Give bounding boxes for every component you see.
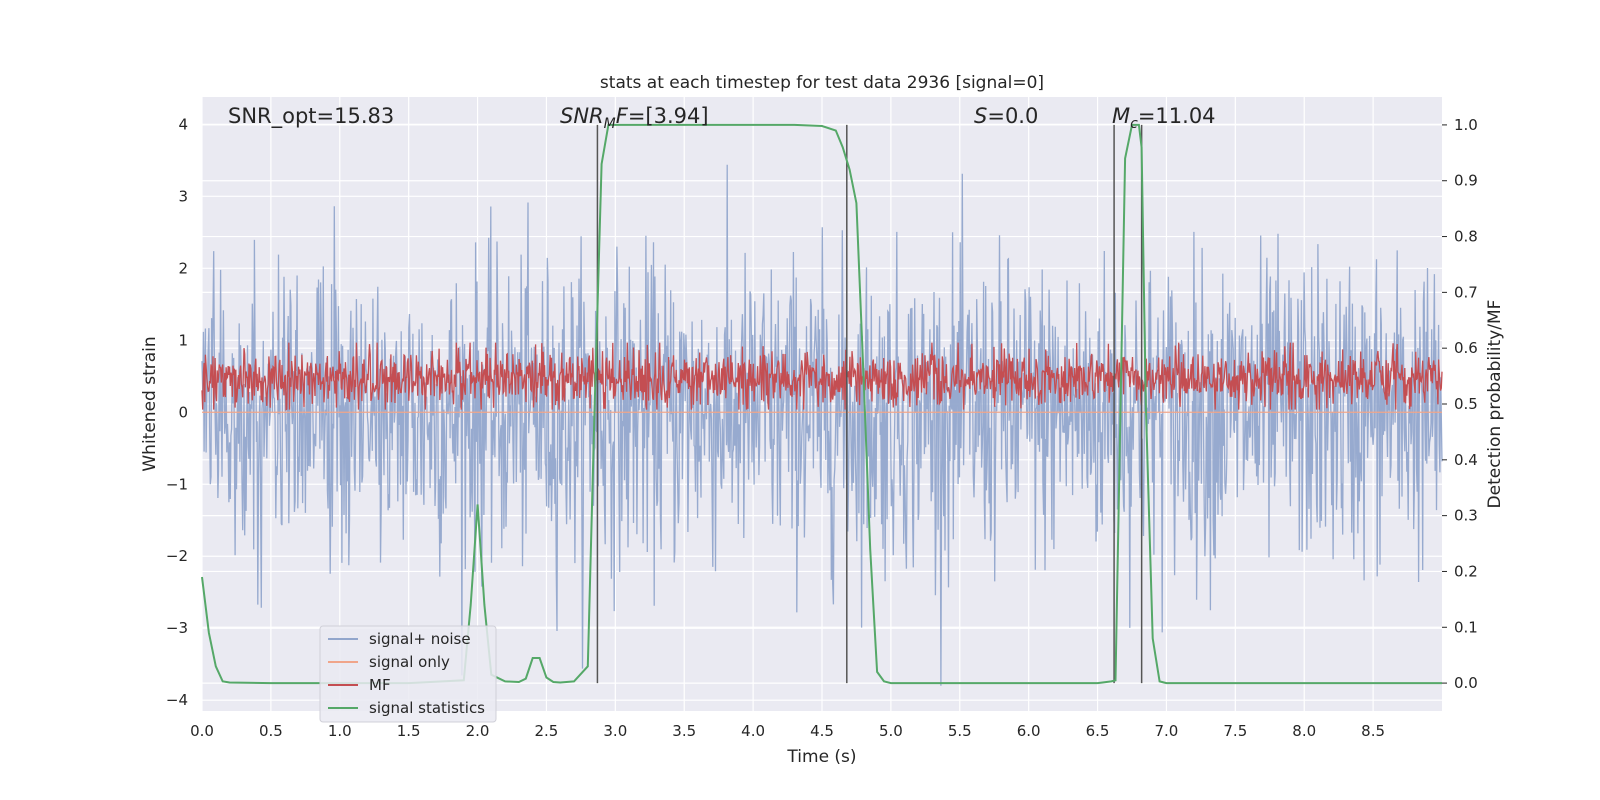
y-right-tick-label: 0.4 xyxy=(1454,451,1478,469)
x-tick-label: 3.5 xyxy=(672,722,696,740)
y-right-tick-label: 0.8 xyxy=(1454,228,1478,246)
x-tick-label: 4.5 xyxy=(810,722,834,740)
mf-line xyxy=(201,342,1443,411)
y-right-tick-label: 0.0 xyxy=(1454,674,1478,692)
x-tick-label: 1.5 xyxy=(397,722,421,740)
y-axis-ticks: 4 3 2 1 0 −1 −2 −3 −4 xyxy=(166,115,188,709)
x-tick-label: 8.0 xyxy=(1292,722,1316,740)
x-tick-label: 2.5 xyxy=(535,722,559,740)
annotation-s: S=0.0 xyxy=(974,104,1038,128)
x-tick-label: 4.0 xyxy=(741,722,765,740)
x-tick-label: 6.5 xyxy=(1086,722,1110,740)
chart-title: stats at each timestep for test data 293… xyxy=(600,73,1044,93)
x-tick-label: 0.5 xyxy=(259,722,283,740)
legend-box xyxy=(319,625,497,723)
y-tick-label: 2 xyxy=(178,259,188,277)
y-right-tick-label: 0.5 xyxy=(1454,395,1478,413)
y-right-axis-ticks: 1.0 0.9 0.8 0.7 0.6 0.5 0.4 0.3 0.2 0.1 0.0 xyxy=(1442,116,1478,692)
y-right-tick-label: 1.0 xyxy=(1454,116,1478,134)
x-tick-label: 2.0 xyxy=(466,722,490,740)
signal-noise-line xyxy=(201,164,1443,686)
x-tick-label: 3.0 xyxy=(603,722,627,740)
y-right-tick-label: 0.3 xyxy=(1454,507,1478,525)
x-tick-label: 7.5 xyxy=(1223,722,1247,740)
series-mf xyxy=(201,342,1443,411)
y-right-tick-label: 0.1 xyxy=(1454,618,1478,636)
y-right-tick-label: 0.9 xyxy=(1454,172,1478,190)
x-tick-label: 1.0 xyxy=(328,722,352,740)
y-tick-label: −2 xyxy=(166,547,188,565)
annotation-snr-opt: SNR_opt=15.83 xyxy=(228,104,394,129)
legend-label-signal-statistics: signal statistics xyxy=(369,699,485,717)
legend: signal+ noise signal only MF signal stat… xyxy=(319,625,497,723)
x-tick-label: 8.5 xyxy=(1361,722,1385,740)
x-axis-label: Time (s) xyxy=(786,747,856,767)
x-tick-label: 6.0 xyxy=(1017,722,1041,740)
legend-label-mf: MF xyxy=(369,676,391,694)
y-axis-label: Whitened strain xyxy=(140,336,160,471)
x-tick-label: 7.0 xyxy=(1155,722,1179,740)
y-right-tick-label: 0.7 xyxy=(1454,283,1478,301)
vertical-markers xyxy=(596,124,1143,684)
y-tick-label: 1 xyxy=(178,331,188,349)
x-tick-label: 5.5 xyxy=(948,722,972,740)
x-axis-ticks: 0.0 0.5 1.0 1.5 2.0 2.5 3.0 3.5 4.0 4.5 5.0 5.5 6.0 6… xyxy=(190,722,1385,740)
y-right-axis-label: Detection probability/MF xyxy=(1485,300,1505,509)
y-right-tick-label: 0.6 xyxy=(1454,339,1478,357)
series-signal-noise xyxy=(201,164,1443,686)
series-signal-statistics xyxy=(201,123,1442,685)
annotation-snr-mf: SNRMF=[3.94] xyxy=(560,104,709,132)
y-tick-label: 0 xyxy=(178,403,188,421)
y-tick-label: −4 xyxy=(166,691,188,709)
annotation-mc: Mc=11.04 xyxy=(1112,104,1216,132)
y-tick-label: 3 xyxy=(178,187,188,205)
x-tick-label: 0.0 xyxy=(190,722,214,740)
x-tick-label: 5.0 xyxy=(879,722,903,740)
legend-label-signal-noise: signal+ noise xyxy=(369,630,471,648)
legend-label-signal-only: signal only xyxy=(369,653,450,671)
y-right-tick-label: 0.2 xyxy=(1454,562,1478,580)
y-tick-label: −1 xyxy=(166,475,188,493)
y-tick-label: −3 xyxy=(166,619,188,637)
y-tick-label: 4 xyxy=(178,115,188,133)
